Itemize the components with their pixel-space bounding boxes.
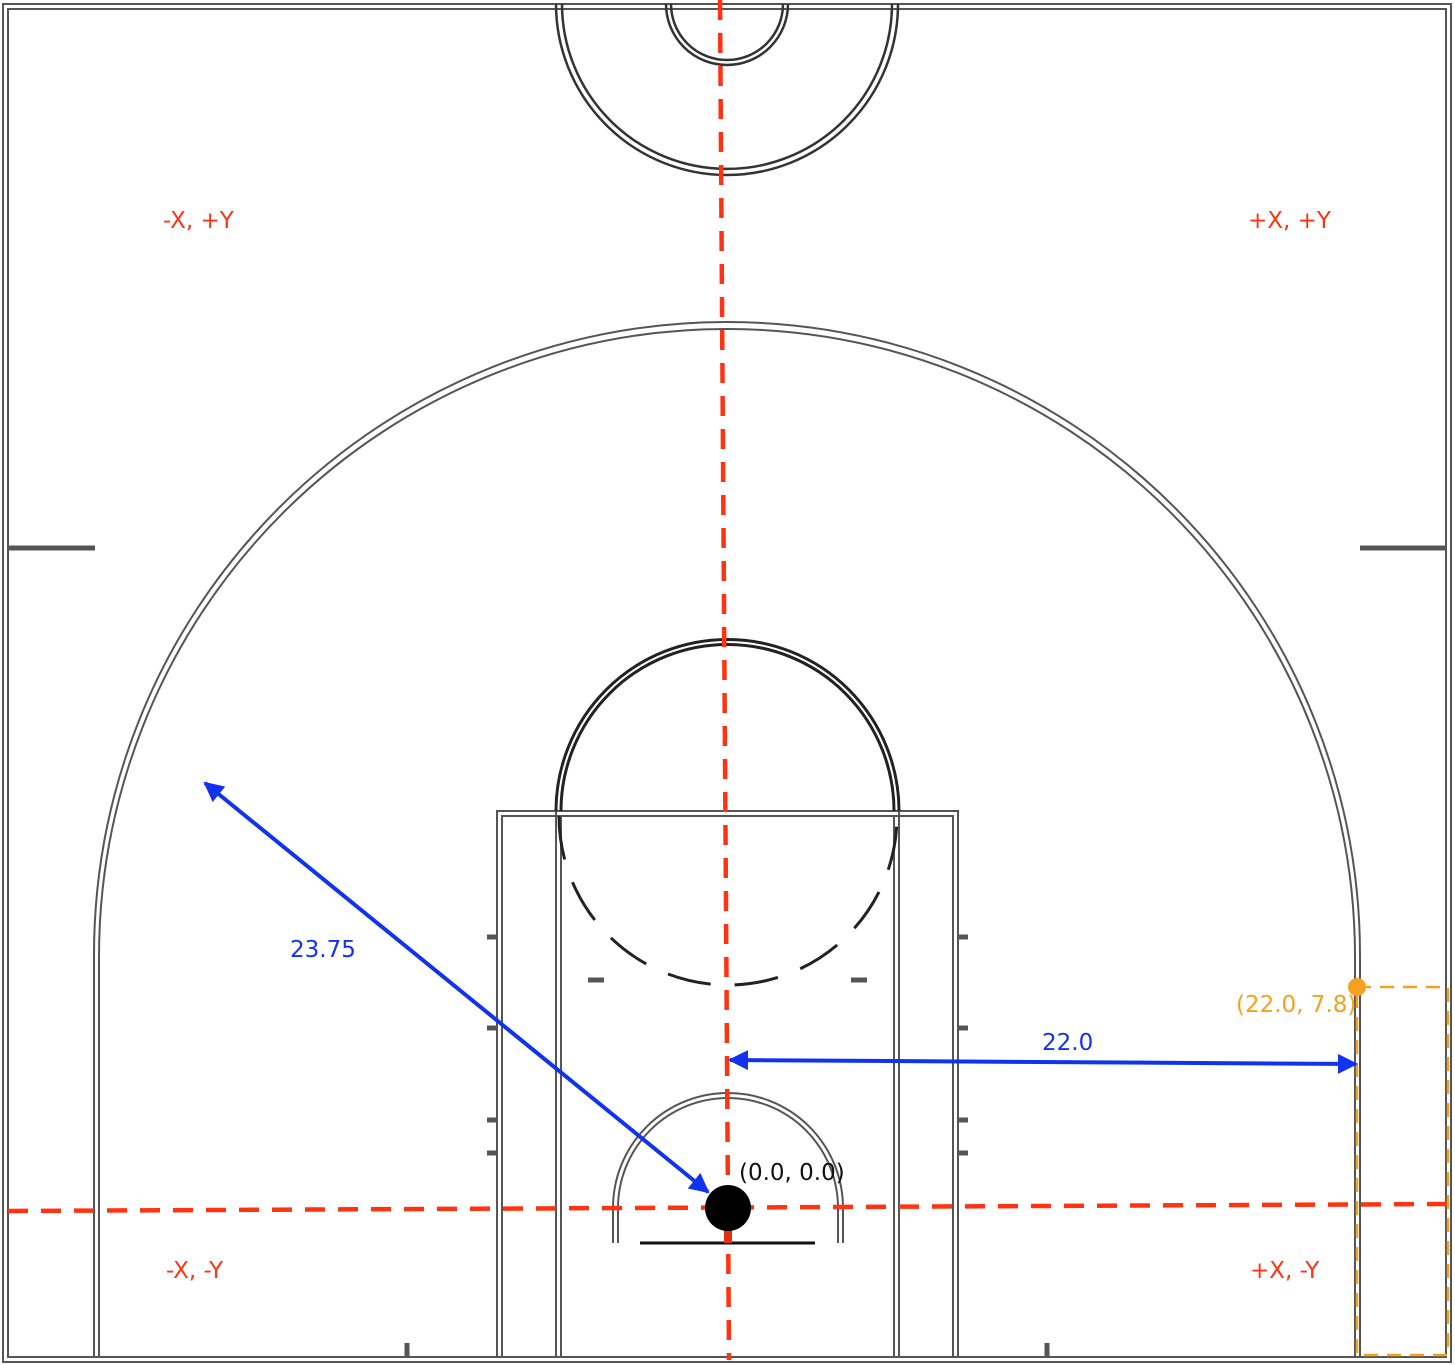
corner-three-point — [1348, 978, 1366, 996]
quadrant-label-top-right: +X, +Y — [1248, 208, 1332, 234]
center-circle — [554, 3, 900, 177]
three-point-line — [93, 321, 1361, 1357]
y-axis — [717, 0, 732, 1361]
quadrant-label-top-left: -X, +Y — [163, 208, 235, 234]
corner-three-region — [1355, 985, 1450, 1357]
quadrant-label-bottom-right: +X, -Y — [1250, 1258, 1320, 1284]
hoop-stem — [724, 1228, 732, 1243]
origin-label: (0.0, 0.0) — [739, 1160, 845, 1186]
corner-three-distance-arrow — [728, 1050, 1358, 1074]
three-point-radius-label: 23.75 — [290, 937, 356, 963]
three-point-radius-arrow — [203, 781, 710, 1194]
x-axis — [7, 1201, 1453, 1214]
corner-three-distance-label: 22.0 — [1042, 1030, 1093, 1056]
axes — [7, 0, 1453, 1361]
corner-three-break-label: (22.0, 7.8) — [1236, 992, 1356, 1018]
quadrant-label-bottom-left: -X, -Y — [166, 1258, 224, 1284]
hoop-origin — [705, 1185, 751, 1231]
